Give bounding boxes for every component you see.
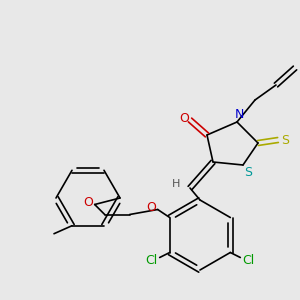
Text: O: O	[179, 112, 189, 124]
Text: O: O	[146, 201, 156, 214]
Text: Cl: Cl	[146, 254, 158, 267]
Text: N: N	[234, 107, 244, 121]
Text: H: H	[172, 179, 180, 189]
Text: S: S	[281, 134, 289, 146]
Text: O: O	[83, 196, 93, 209]
Text: S: S	[244, 167, 252, 179]
Text: Cl: Cl	[242, 254, 254, 267]
